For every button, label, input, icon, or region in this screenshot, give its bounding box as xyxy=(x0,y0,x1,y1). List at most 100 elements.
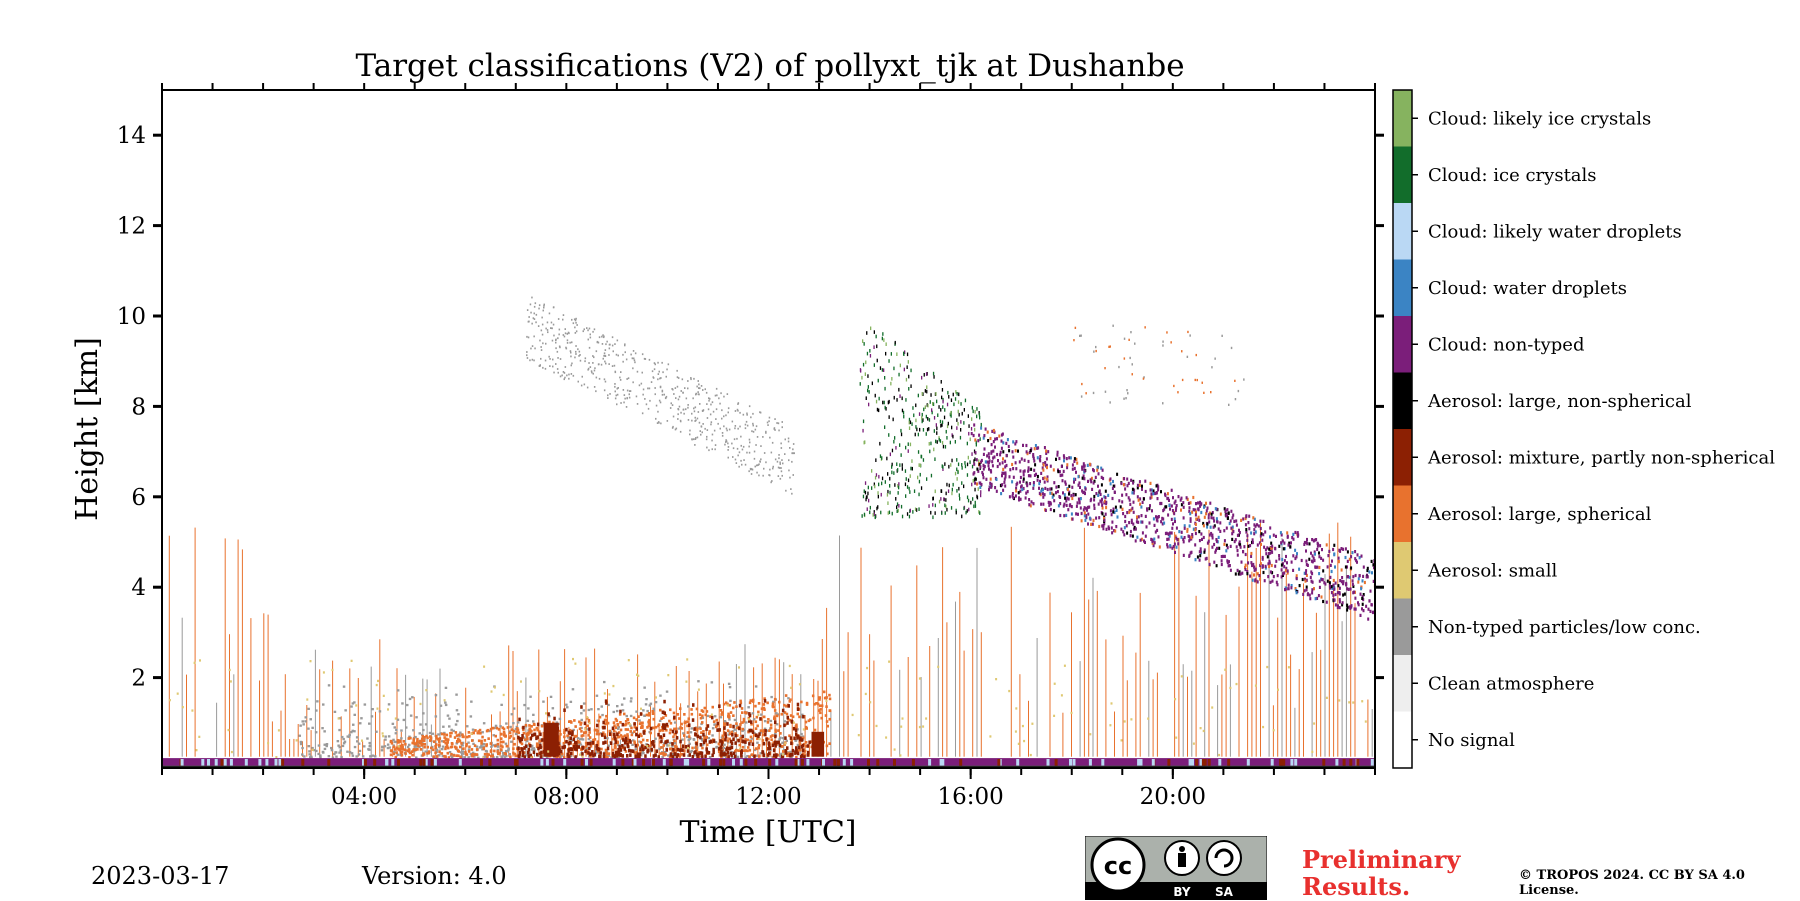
ice-3394 xyxy=(981,423,982,427)
upper-nt-2715 xyxy=(557,368,559,370)
cloud-4703 xyxy=(1095,476,1097,479)
ice-3425 xyxy=(897,509,898,513)
cloud-4245 xyxy=(973,423,975,426)
mx-dot-1806 xyxy=(541,738,544,742)
cloud-3619 xyxy=(1098,503,1100,506)
cloud-4321 xyxy=(1305,549,1307,552)
ls-dot-1755 xyxy=(715,726,718,729)
mx-dot-2020 xyxy=(692,718,695,722)
nt-dot-478 xyxy=(448,725,451,727)
cloud-4101 xyxy=(1257,543,1259,546)
cloud-4826 xyxy=(1283,547,1285,550)
upper-fleck-4861 xyxy=(1130,331,1132,333)
upper-nt-2846 xyxy=(716,388,718,390)
ground-fleck-2426 xyxy=(754,759,757,766)
cloud-3923 xyxy=(1363,566,1365,569)
nt-dot-239 xyxy=(440,705,443,707)
nt-dot-496 xyxy=(352,755,355,757)
cloud-4516 xyxy=(1157,497,1159,500)
nt-dot-351 xyxy=(375,731,378,733)
upper-nt-2635 xyxy=(660,386,662,388)
mx-dot-1937 xyxy=(635,744,638,748)
mx-dot-2182 xyxy=(601,733,604,737)
ice-3467 xyxy=(942,464,943,468)
cloud-4103 xyxy=(1095,517,1097,520)
profile-29 xyxy=(362,741,363,757)
ice-3114 xyxy=(887,490,888,494)
profile-6 xyxy=(229,634,230,757)
ice-3261 xyxy=(919,412,920,416)
cloud-4407 xyxy=(1141,521,1143,524)
cloud-3731 xyxy=(1167,513,1169,516)
nt-dot-559 xyxy=(622,709,625,711)
upper-nt-2714 xyxy=(769,437,771,439)
cloud-4272 xyxy=(1068,492,1070,495)
cloud-4741 xyxy=(1042,469,1044,472)
ice-3092 xyxy=(943,445,944,449)
cloud-4577 xyxy=(1101,483,1103,486)
upper-nt-3061 xyxy=(594,370,596,372)
profile-10 xyxy=(250,618,251,757)
cloud-4467 xyxy=(1117,515,1119,518)
upper-nt-2851 xyxy=(695,417,697,419)
cloud-3712 xyxy=(1339,579,1341,582)
cloud-4760 xyxy=(1194,528,1196,531)
upper-fleck-4869 xyxy=(1162,344,1164,346)
ice-3289 xyxy=(951,414,952,418)
cloud-4668 xyxy=(1190,517,1192,520)
mx-dot-2133 xyxy=(637,755,640,759)
nt-dot-350 xyxy=(580,712,583,714)
cloud-3981 xyxy=(1198,530,1200,533)
nt-dot-870 xyxy=(745,721,748,723)
cloud-4539 xyxy=(1067,508,1069,511)
upper-nt-2748 xyxy=(622,361,624,363)
cloud-3881 xyxy=(1002,468,1004,471)
cloud-4258 xyxy=(1064,493,1066,496)
cloud-4683 xyxy=(1239,540,1241,543)
ls-dot-899 xyxy=(609,730,612,733)
ice-3230 xyxy=(908,479,909,483)
nt-dot-809 xyxy=(351,752,354,754)
ground-fleck-2428 xyxy=(867,759,870,766)
ice-3447 xyxy=(975,410,976,414)
upper-nt-2761 xyxy=(608,354,610,356)
cloud-4294 xyxy=(1302,593,1304,596)
upper-nt-2525 xyxy=(778,467,780,469)
sm-dot-2288 xyxy=(784,742,786,744)
upper-nt-2696 xyxy=(613,350,615,352)
upper-nt-2837 xyxy=(737,428,739,430)
cloud-4796 xyxy=(1349,605,1351,608)
upper-nt-2561 xyxy=(675,387,677,389)
ice-3112 xyxy=(926,385,927,389)
ice-3302 xyxy=(878,483,879,487)
nt-dot-503 xyxy=(442,746,445,748)
cloud-4357 xyxy=(1171,518,1173,521)
ls-dot-1558 xyxy=(436,755,439,758)
cloud-4582 xyxy=(1318,551,1320,554)
mx-dot-2141 xyxy=(720,750,723,754)
nt-dot-390 xyxy=(505,743,508,745)
ice-3462 xyxy=(973,505,974,509)
nt-dot-472 xyxy=(316,700,319,702)
ls-dot-1736 xyxy=(399,749,402,752)
upper-nt-3004 xyxy=(767,422,769,424)
cloud-4140 xyxy=(991,450,993,453)
sm-dot-2236 xyxy=(1311,751,1313,753)
cloud-4193 xyxy=(973,472,975,475)
profile-181 xyxy=(1346,567,1347,757)
cloud-3675 xyxy=(1133,501,1135,504)
ground-fleck-2394 xyxy=(997,759,1000,766)
sm-dot-2229 xyxy=(1061,694,1063,696)
upper-nt-2698 xyxy=(529,359,531,361)
upper-nt-3005 xyxy=(774,427,776,429)
ls-dot-1261 xyxy=(642,739,645,742)
ice-3421 xyxy=(910,443,911,447)
nt-dot-686 xyxy=(728,718,731,720)
upper-nt-2485 xyxy=(584,384,586,386)
cloud-4010 xyxy=(1223,529,1225,532)
mx-dot-1874 xyxy=(707,724,710,728)
ls-dot-1760 xyxy=(525,724,528,727)
upper-nt-3042 xyxy=(591,370,593,372)
upper-nt-2975 xyxy=(734,438,736,440)
nt-dot-348 xyxy=(464,756,467,758)
